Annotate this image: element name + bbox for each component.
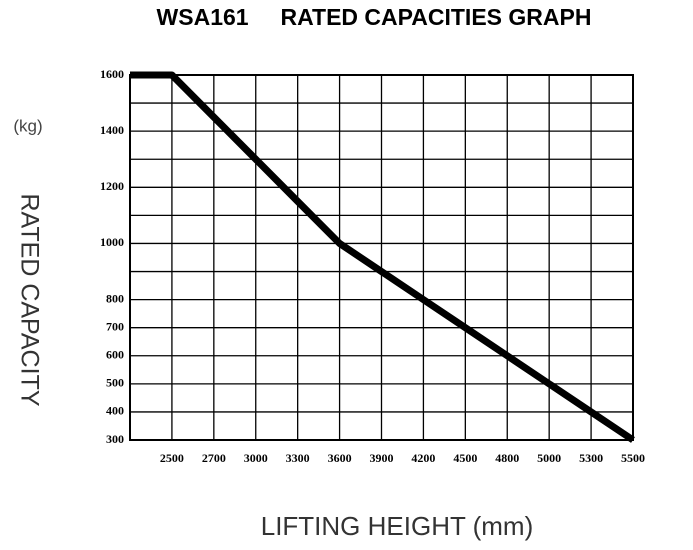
y-tick-label: 1200: [100, 179, 124, 193]
x-tick-label: 4800: [495, 451, 519, 465]
x-tick-label: 3300: [286, 451, 310, 465]
x-tick-label: 5300: [579, 451, 603, 465]
y-tick-label: 1600: [100, 67, 124, 81]
y-tick-label: 1400: [100, 123, 124, 137]
x-tick-label: 5500: [621, 451, 645, 465]
x-tick-label: 3600: [328, 451, 352, 465]
y-tick-label: 500: [106, 376, 124, 390]
data-line: [130, 71, 635, 443]
y-axis-label: RATED CAPACITY: [15, 194, 43, 407]
y-unit: (kg): [13, 116, 42, 135]
y-tick-label: 600: [106, 348, 124, 362]
y-tick-label: 800: [106, 291, 124, 305]
x-tick-label: 3000: [244, 451, 268, 465]
x-tick-label: 2700: [202, 451, 226, 465]
x-tick-label: 4500: [453, 451, 477, 465]
chart-title: WSA161 RATED CAPACITIES GRAPH: [157, 4, 592, 30]
plot-frame: [129, 74, 634, 441]
y-tick-label: 400: [106, 404, 124, 418]
x-axis-label: LIFTING HEIGHT (mm): [261, 511, 534, 541]
x-tick-label: 5000: [537, 451, 561, 465]
y-tick-label: 300: [106, 432, 124, 446]
x-tick-label: 3900: [370, 451, 394, 465]
y-tick-label: 1000: [100, 235, 124, 249]
y-tick-label: 700: [106, 319, 124, 333]
x-tick-label: 2500: [160, 451, 184, 465]
x-tick-label: 4200: [411, 451, 435, 465]
